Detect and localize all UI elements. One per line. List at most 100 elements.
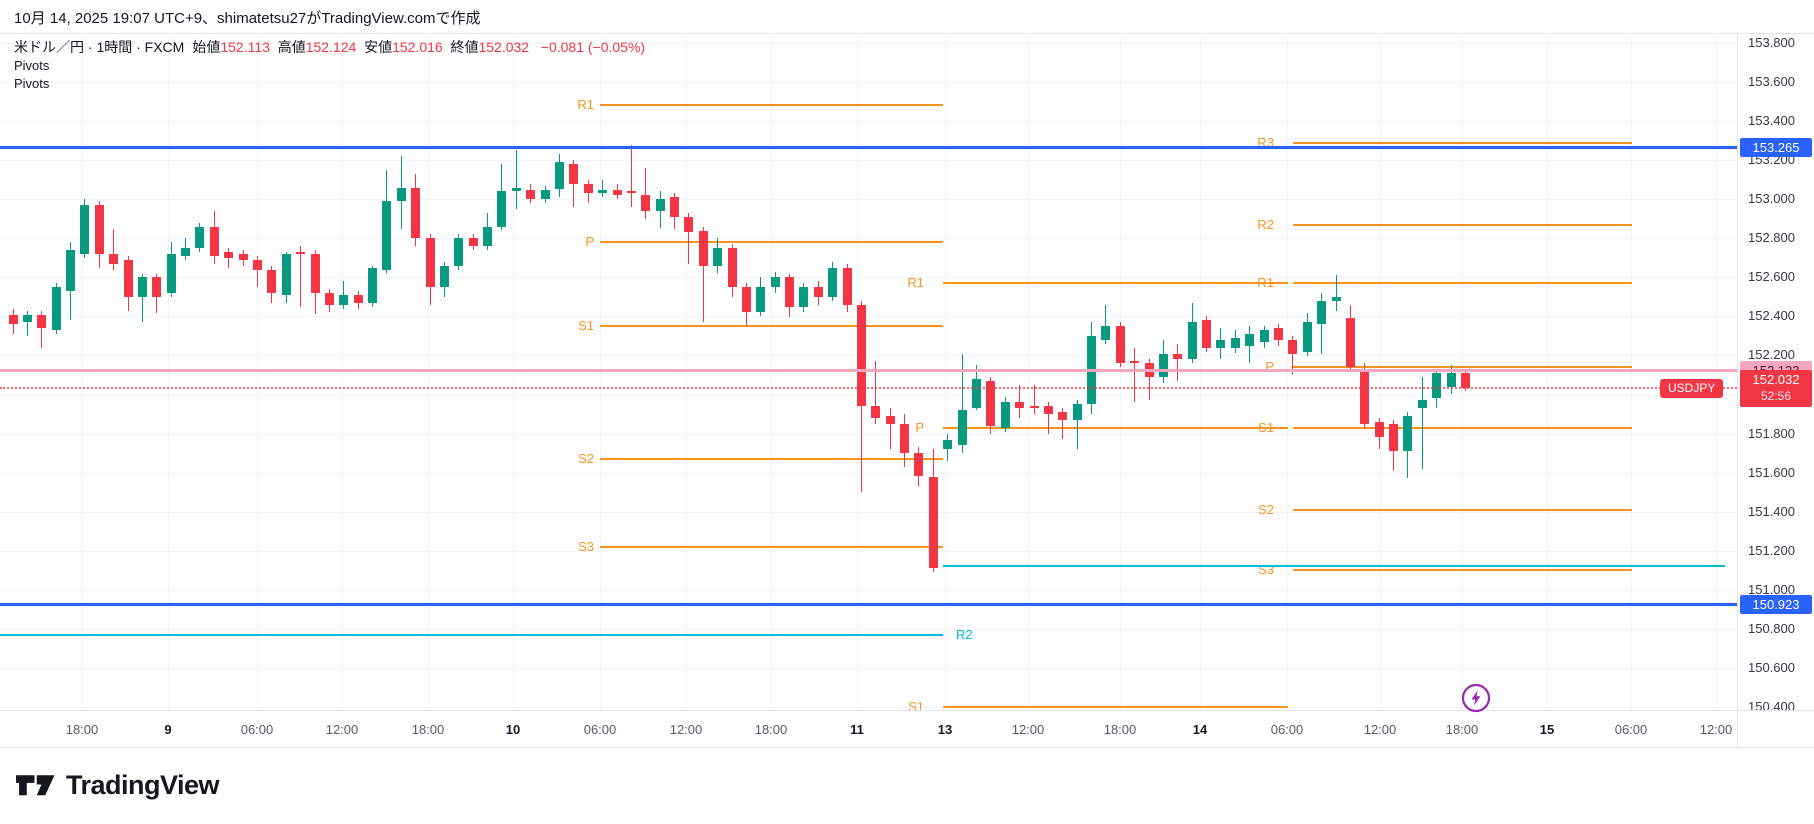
candle-down[interactable] bbox=[209, 226, 219, 256]
pivot-line-R1[interactable] bbox=[1293, 282, 1632, 284]
candle-down[interactable] bbox=[928, 476, 938, 569]
candle-down[interactable] bbox=[152, 277, 162, 297]
candle-up[interactable] bbox=[22, 314, 32, 323]
time-tick-hour[interactable]: 18:00 bbox=[411, 722, 445, 737]
candle-down[interactable] bbox=[856, 304, 866, 407]
candle-down[interactable] bbox=[526, 189, 536, 200]
candle-down[interactable] bbox=[727, 248, 737, 288]
pivot-line-R2[interactable] bbox=[1293, 224, 1632, 226]
candle-down[interactable] bbox=[1029, 406, 1039, 409]
candle-down[interactable] bbox=[871, 406, 881, 418]
candle-up[interactable] bbox=[554, 162, 564, 190]
candle-up[interactable] bbox=[598, 189, 608, 194]
pivot-line-S3[interactable] bbox=[1293, 569, 1632, 571]
candle-up[interactable] bbox=[368, 267, 377, 303]
candle-up[interactable] bbox=[1259, 330, 1269, 342]
candle-up[interactable] bbox=[828, 267, 838, 297]
candle-down[interactable] bbox=[1130, 361, 1140, 364]
candle-down[interactable] bbox=[986, 380, 996, 426]
candle-up[interactable] bbox=[1187, 322, 1197, 360]
candle-up[interactable] bbox=[1216, 339, 1226, 348]
candle-up[interactable] bbox=[1302, 322, 1312, 352]
candle-up[interactable] bbox=[1317, 300, 1327, 325]
time-tick-hour[interactable]: 18:00 bbox=[65, 722, 99, 737]
candle-down[interactable] bbox=[813, 287, 823, 297]
pivot-line-S2[interactable] bbox=[600, 458, 943, 460]
lightning-icon[interactable] bbox=[1461, 683, 1491, 718]
candle-down[interactable] bbox=[468, 238, 478, 247]
candle-down[interactable] bbox=[612, 189, 622, 196]
time-tick-hour[interactable]: 12:00 bbox=[669, 722, 703, 737]
candle-up[interactable] bbox=[396, 187, 406, 202]
candle-down[interactable] bbox=[310, 253, 320, 293]
candle-down[interactable] bbox=[8, 314, 18, 325]
candle-down[interactable] bbox=[37, 314, 47, 329]
candle-down[interactable] bbox=[569, 164, 579, 184]
time-tick-hour[interactable]: 06:00 bbox=[583, 722, 617, 737]
time-tick-day[interactable]: 11 bbox=[850, 722, 864, 737]
tradingview-logo[interactable]: TradingView bbox=[16, 770, 220, 801]
candle-up[interactable] bbox=[181, 248, 191, 256]
blue-horizontal-line-upper[interactable] bbox=[0, 146, 1737, 149]
candle-up[interactable] bbox=[195, 226, 205, 249]
time-tick-hour[interactable]: 12:00 bbox=[1011, 722, 1045, 737]
candle-down[interactable] bbox=[670, 197, 679, 217]
candle-down[interactable] bbox=[885, 416, 895, 424]
candle-up[interactable] bbox=[51, 287, 61, 331]
pivot-line-R1[interactable] bbox=[600, 104, 943, 106]
candle-up[interactable] bbox=[281, 253, 291, 295]
candle-down[interactable] bbox=[1374, 421, 1384, 438]
candle-down[interactable] bbox=[785, 277, 794, 307]
candle-down[interactable] bbox=[109, 253, 119, 264]
candle-up[interactable] bbox=[713, 248, 723, 266]
time-tick-hour[interactable]: 18:00 bbox=[754, 722, 788, 737]
candle-up[interactable] bbox=[137, 277, 147, 297]
candle-up[interactable] bbox=[66, 250, 75, 291]
candle-up[interactable] bbox=[1245, 334, 1255, 346]
candle-up[interactable] bbox=[1446, 373, 1456, 387]
candle-up[interactable] bbox=[454, 238, 464, 266]
indicator-row-pivots-1[interactable]: Pivots bbox=[14, 58, 50, 73]
candle-down[interactable] bbox=[900, 423, 910, 454]
candle-down[interactable] bbox=[1273, 328, 1283, 340]
candle-down[interactable] bbox=[253, 259, 262, 270]
candle-up[interactable] bbox=[756, 287, 766, 313]
candle-up[interactable] bbox=[799, 287, 809, 307]
candle-up[interactable] bbox=[770, 277, 780, 288]
pivot-line-P[interactable] bbox=[1293, 366, 1632, 368]
candle-down[interactable] bbox=[1460, 372, 1470, 389]
pivot-line-P[interactable] bbox=[600, 241, 943, 243]
candle-down[interactable] bbox=[583, 183, 593, 194]
candle-down[interactable] bbox=[411, 187, 421, 239]
candle-up[interactable] bbox=[655, 199, 665, 211]
candle-down[interactable] bbox=[1389, 423, 1398, 452]
time-tick-day[interactable]: 13 bbox=[937, 722, 953, 737]
time-tick-hour[interactable]: 12:00 bbox=[1699, 722, 1733, 737]
symbol-legend-row[interactable]: 米ドル／円 · 1時間 · FXCM 始値152.113 高値152.124 安値… bbox=[14, 38, 645, 57]
candle-down[interactable] bbox=[641, 195, 651, 211]
time-tick-day[interactable]: 10 bbox=[505, 722, 521, 737]
candle-down[interactable] bbox=[1173, 353, 1183, 360]
candle-down[interactable] bbox=[224, 252, 234, 258]
pivot-line-unlabeled[interactable] bbox=[943, 565, 1725, 567]
time-tick-hour[interactable]: 06:00 bbox=[1270, 722, 1304, 737]
candle-up[interactable] bbox=[382, 201, 392, 270]
pivot-line-R1[interactable] bbox=[943, 282, 1288, 284]
candle-down[interactable] bbox=[94, 205, 104, 254]
time-tick-hour[interactable]: 18:00 bbox=[1445, 722, 1479, 737]
candle-down[interactable] bbox=[741, 287, 751, 313]
candle-down[interactable] bbox=[296, 252, 306, 254]
candle-up[interactable] bbox=[1072, 404, 1082, 420]
candle-up[interactable] bbox=[483, 226, 492, 247]
candle-up[interactable] bbox=[1331, 296, 1341, 301]
candle-up[interactable] bbox=[339, 294, 349, 305]
candle-down[interactable] bbox=[1043, 406, 1053, 415]
candle-up[interactable] bbox=[1158, 353, 1168, 377]
time-tick-day[interactable]: 14 bbox=[1192, 722, 1208, 737]
time-tick-day[interactable]: 9 bbox=[164, 722, 172, 737]
candle-down[interactable] bbox=[1115, 326, 1125, 364]
candle-up[interactable] bbox=[957, 410, 967, 446]
pink-price-line[interactable] bbox=[0, 369, 1737, 372]
candle-down[interactable] bbox=[684, 216, 694, 233]
pivot-line-S1[interactable] bbox=[600, 325, 943, 327]
